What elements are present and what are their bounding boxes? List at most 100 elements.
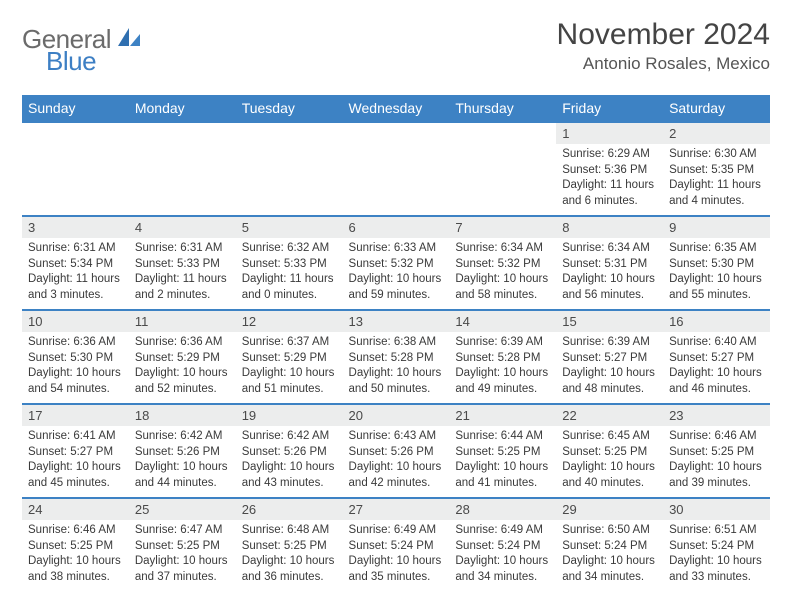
day-number: 7 (449, 217, 556, 238)
daylight-text: Daylight: 10 hours and 34 minutes. (562, 554, 657, 585)
daylight-text: Daylight: 10 hours and 33 minutes. (669, 554, 764, 585)
day-details: Sunrise: 6:32 AMSunset: 5:33 PMDaylight:… (236, 238, 343, 309)
sunset-text: Sunset: 5:30 PM (669, 257, 764, 273)
sunrise-text: Sunrise: 6:34 AM (562, 241, 657, 257)
sunrise-text: Sunrise: 6:40 AM (669, 335, 764, 351)
week-row: 1Sunrise: 6:29 AMSunset: 5:36 PMDaylight… (22, 122, 770, 216)
sunset-text: Sunset: 5:33 PM (242, 257, 337, 273)
day-number: 10 (22, 311, 129, 332)
sunrise-text: Sunrise: 6:47 AM (135, 523, 230, 539)
day-cell: 2Sunrise: 6:30 AMSunset: 5:35 PMDaylight… (663, 122, 770, 216)
day-number: 5 (236, 217, 343, 238)
day-cell: 14Sunrise: 6:39 AMSunset: 5:28 PMDayligh… (449, 310, 556, 404)
daylight-text: Daylight: 11 hours and 0 minutes. (242, 272, 337, 303)
sunset-text: Sunset: 5:29 PM (135, 351, 230, 367)
day-cell: 13Sunrise: 6:38 AMSunset: 5:28 PMDayligh… (343, 310, 450, 404)
sunrise-text: Sunrise: 6:35 AM (669, 241, 764, 257)
day-number: 14 (449, 311, 556, 332)
day-number: 3 (22, 217, 129, 238)
daylight-text: Daylight: 10 hours and 52 minutes. (135, 366, 230, 397)
day-number: 4 (129, 217, 236, 238)
sunrise-text: Sunrise: 6:34 AM (455, 241, 550, 257)
dow-tuesday: Tuesday (236, 95, 343, 122)
sunset-text: Sunset: 5:27 PM (562, 351, 657, 367)
day-details: Sunrise: 6:36 AMSunset: 5:30 PMDaylight:… (22, 332, 129, 403)
sunrise-text: Sunrise: 6:49 AM (349, 523, 444, 539)
daylight-text: Daylight: 10 hours and 51 minutes. (242, 366, 337, 397)
day-cell: 20Sunrise: 6:43 AMSunset: 5:26 PMDayligh… (343, 404, 450, 498)
day-details: Sunrise: 6:39 AMSunset: 5:27 PMDaylight:… (556, 332, 663, 403)
day-details: Sunrise: 6:43 AMSunset: 5:26 PMDaylight:… (343, 426, 450, 497)
day-details: Sunrise: 6:39 AMSunset: 5:28 PMDaylight:… (449, 332, 556, 403)
sunrise-text: Sunrise: 6:39 AM (455, 335, 550, 351)
day-details: Sunrise: 6:34 AMSunset: 5:31 PMDaylight:… (556, 238, 663, 309)
sunset-text: Sunset: 5:25 PM (135, 539, 230, 555)
week-row: 10Sunrise: 6:36 AMSunset: 5:30 PMDayligh… (22, 310, 770, 404)
day-details: Sunrise: 6:47 AMSunset: 5:25 PMDaylight:… (129, 520, 236, 591)
sunrise-text: Sunrise: 6:46 AM (28, 523, 123, 539)
sunset-text: Sunset: 5:32 PM (455, 257, 550, 273)
sunset-text: Sunset: 5:26 PM (242, 445, 337, 461)
day-details: Sunrise: 6:51 AMSunset: 5:24 PMDaylight:… (663, 520, 770, 591)
day-number: 20 (343, 405, 450, 426)
day-cell: 25Sunrise: 6:47 AMSunset: 5:25 PMDayligh… (129, 498, 236, 591)
day-cell: 23Sunrise: 6:46 AMSunset: 5:25 PMDayligh… (663, 404, 770, 498)
day-cell: 19Sunrise: 6:42 AMSunset: 5:26 PMDayligh… (236, 404, 343, 498)
dow-sunday: Sunday (22, 95, 129, 122)
dow-friday: Friday (556, 95, 663, 122)
sunset-text: Sunset: 5:24 PM (349, 539, 444, 555)
sunrise-text: Sunrise: 6:37 AM (242, 335, 337, 351)
daylight-text: Daylight: 11 hours and 2 minutes. (135, 272, 230, 303)
day-cell: 28Sunrise: 6:49 AMSunset: 5:24 PMDayligh… (449, 498, 556, 591)
daylight-text: Daylight: 10 hours and 41 minutes. (455, 460, 550, 491)
day-number: 30 (663, 499, 770, 520)
day-details: Sunrise: 6:30 AMSunset: 5:35 PMDaylight:… (663, 144, 770, 215)
daylight-text: Daylight: 11 hours and 4 minutes. (669, 178, 764, 209)
month-title: November 2024 (557, 18, 770, 52)
sunset-text: Sunset: 5:28 PM (349, 351, 444, 367)
calendar-table: Sunday Monday Tuesday Wednesday Thursday… (22, 95, 770, 591)
day-cell: 30Sunrise: 6:51 AMSunset: 5:24 PMDayligh… (663, 498, 770, 591)
week-row: 17Sunrise: 6:41 AMSunset: 5:27 PMDayligh… (22, 404, 770, 498)
day-cell: 26Sunrise: 6:48 AMSunset: 5:25 PMDayligh… (236, 498, 343, 591)
sunset-text: Sunset: 5:26 PM (135, 445, 230, 461)
daylight-text: Daylight: 10 hours and 59 minutes. (349, 272, 444, 303)
day-cell: 6Sunrise: 6:33 AMSunset: 5:32 PMDaylight… (343, 216, 450, 310)
day-number: 1 (556, 123, 663, 144)
day-number: 9 (663, 217, 770, 238)
sunrise-text: Sunrise: 6:49 AM (455, 523, 550, 539)
sunset-text: Sunset: 5:25 PM (28, 539, 123, 555)
day-cell: 18Sunrise: 6:42 AMSunset: 5:26 PMDayligh… (129, 404, 236, 498)
day-cell: 29Sunrise: 6:50 AMSunset: 5:24 PMDayligh… (556, 498, 663, 591)
sunset-text: Sunset: 5:31 PM (562, 257, 657, 273)
sunrise-text: Sunrise: 6:48 AM (242, 523, 337, 539)
day-number: 21 (449, 405, 556, 426)
sunrise-text: Sunrise: 6:36 AM (28, 335, 123, 351)
day-details: Sunrise: 6:35 AMSunset: 5:30 PMDaylight:… (663, 238, 770, 309)
day-cell: 21Sunrise: 6:44 AMSunset: 5:25 PMDayligh… (449, 404, 556, 498)
day-details: Sunrise: 6:34 AMSunset: 5:32 PMDaylight:… (449, 238, 556, 309)
calendar-body: 1Sunrise: 6:29 AMSunset: 5:36 PMDaylight… (22, 122, 770, 591)
day-number: 28 (449, 499, 556, 520)
day-cell: 10Sunrise: 6:36 AMSunset: 5:30 PMDayligh… (22, 310, 129, 404)
day-details: Sunrise: 6:45 AMSunset: 5:25 PMDaylight:… (556, 426, 663, 497)
day-number: 29 (556, 499, 663, 520)
sunrise-text: Sunrise: 6:38 AM (349, 335, 444, 351)
day-details: Sunrise: 6:41 AMSunset: 5:27 PMDaylight:… (22, 426, 129, 497)
day-details: Sunrise: 6:46 AMSunset: 5:25 PMDaylight:… (22, 520, 129, 591)
day-details: Sunrise: 6:42 AMSunset: 5:26 PMDaylight:… (236, 426, 343, 497)
day-number: 24 (22, 499, 129, 520)
sunrise-text: Sunrise: 6:50 AM (562, 523, 657, 539)
day-cell (449, 122, 556, 216)
day-details: Sunrise: 6:48 AMSunset: 5:25 PMDaylight:… (236, 520, 343, 591)
week-row: 3Sunrise: 6:31 AMSunset: 5:34 PMDaylight… (22, 216, 770, 310)
week-row: 24Sunrise: 6:46 AMSunset: 5:25 PMDayligh… (22, 498, 770, 591)
sunrise-text: Sunrise: 6:36 AM (135, 335, 230, 351)
sunrise-text: Sunrise: 6:51 AM (669, 523, 764, 539)
day-cell: 1Sunrise: 6:29 AMSunset: 5:36 PMDaylight… (556, 122, 663, 216)
day-details: Sunrise: 6:36 AMSunset: 5:29 PMDaylight:… (129, 332, 236, 403)
day-details: Sunrise: 6:50 AMSunset: 5:24 PMDaylight:… (556, 520, 663, 591)
daylight-text: Daylight: 10 hours and 40 minutes. (562, 460, 657, 491)
day-cell (236, 122, 343, 216)
day-cell (343, 122, 450, 216)
